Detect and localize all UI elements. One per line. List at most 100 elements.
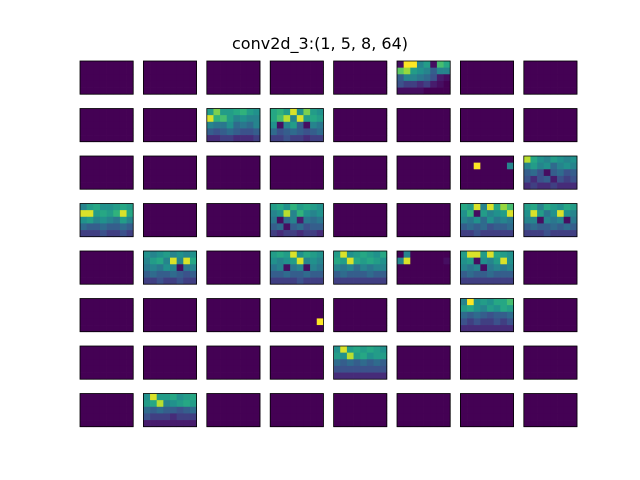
cell (500, 175, 508, 183)
cell (416, 162, 424, 170)
cell (296, 257, 304, 265)
cell (220, 325, 228, 333)
cell (86, 270, 94, 278)
cell (310, 406, 318, 414)
cell (143, 74, 151, 82)
cell (340, 108, 348, 116)
cell (557, 352, 565, 360)
cell (340, 87, 348, 95)
cell (113, 175, 121, 183)
cell (296, 80, 304, 88)
cell (226, 156, 234, 163)
cell (176, 257, 184, 265)
cell (316, 175, 324, 183)
cell (206, 74, 214, 82)
cell (480, 277, 488, 285)
cell (570, 264, 578, 272)
cell (340, 305, 348, 313)
cell (403, 305, 411, 313)
cell (310, 162, 318, 170)
cell (150, 257, 158, 265)
cell (270, 162, 278, 170)
cell (150, 216, 158, 224)
cell (246, 175, 254, 183)
cell (163, 162, 171, 170)
cell (99, 210, 107, 218)
cell (276, 277, 284, 285)
cell (163, 121, 171, 129)
cell (523, 257, 531, 265)
cell (443, 162, 451, 170)
cell (233, 87, 241, 95)
cell (213, 182, 221, 190)
cell (189, 406, 197, 414)
axes-frame (206, 250, 261, 285)
cell (523, 346, 531, 353)
cell (143, 67, 151, 75)
cell (493, 121, 501, 129)
cell (340, 400, 348, 408)
cell (150, 67, 158, 75)
cell (143, 359, 151, 367)
cell (220, 393, 228, 401)
cell (557, 74, 565, 82)
cell (570, 115, 578, 123)
cell (550, 359, 558, 367)
cell (480, 115, 488, 123)
cell (353, 162, 361, 170)
cell (283, 400, 291, 408)
axes-frame (459, 298, 514, 333)
cell (530, 311, 538, 319)
cell (170, 169, 177, 177)
cell (410, 305, 418, 313)
cell (423, 115, 431, 123)
cell (93, 74, 101, 82)
cell (233, 406, 241, 414)
cell (290, 372, 298, 380)
cell (443, 216, 451, 224)
cell (93, 420, 101, 428)
cell (480, 420, 488, 428)
cell (106, 277, 114, 285)
cell (410, 121, 418, 129)
cell (473, 135, 481, 143)
cell (570, 400, 578, 408)
cell (523, 128, 531, 136)
cell (253, 359, 261, 367)
cell (537, 400, 545, 408)
cell (106, 372, 114, 380)
cell (270, 305, 278, 313)
cell (346, 135, 354, 143)
cell (397, 420, 404, 428)
cell (333, 311, 341, 319)
cell (430, 352, 438, 360)
cell (353, 175, 361, 183)
cell (156, 169, 164, 177)
cell (346, 115, 354, 123)
cell (99, 175, 107, 183)
cell (570, 372, 578, 380)
cell (246, 359, 254, 367)
cell (436, 365, 444, 373)
cell (480, 318, 488, 326)
cell (460, 318, 468, 326)
cell (283, 182, 291, 190)
cell (246, 61, 254, 68)
cell (340, 128, 348, 136)
cell (443, 230, 451, 238)
cell (537, 318, 545, 326)
cell (353, 223, 361, 231)
feature-map-channel-43 (269, 298, 324, 333)
axes-frame (333, 60, 388, 95)
cell (233, 264, 241, 272)
cell (403, 74, 411, 82)
cell (473, 372, 481, 380)
cell (86, 311, 94, 319)
cell (506, 216, 514, 224)
cell (443, 128, 451, 136)
cell (506, 311, 514, 319)
cell (530, 80, 538, 88)
cell (233, 115, 241, 123)
cell (253, 305, 261, 313)
